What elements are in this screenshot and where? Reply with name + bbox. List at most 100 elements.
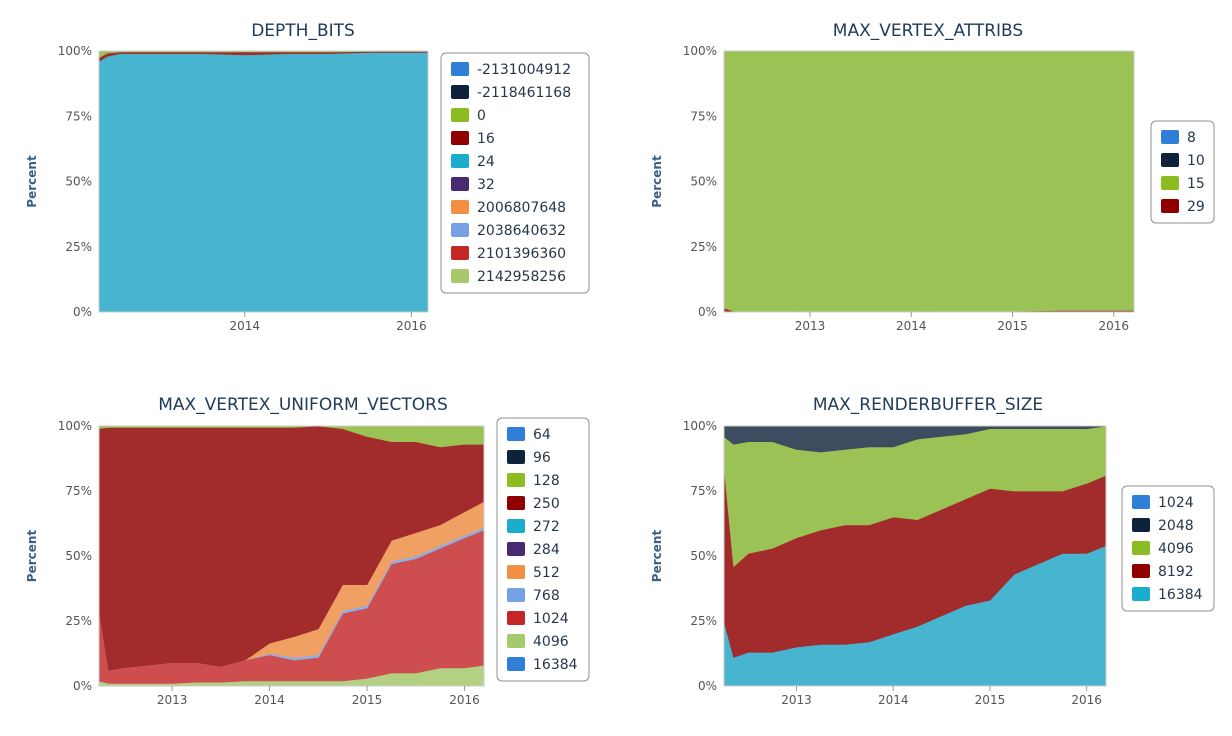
y-tick-label: 25% xyxy=(690,614,717,628)
legend-item-label[interactable]: 64 xyxy=(533,427,551,443)
legend-swatch[interactable] xyxy=(507,519,525,533)
legend-swatch[interactable] xyxy=(1132,587,1150,601)
legend-swatch[interactable] xyxy=(507,473,525,487)
legend-swatch[interactable] xyxy=(1132,564,1150,578)
legend-item-label[interactable]: 0 xyxy=(477,108,486,124)
chart-max-vertex-uniform-vectors: MAX_VERTEX_UNIFORM_VECTORS Percent 0% 25% 50… xyxy=(0,366,616,732)
legend-swatch[interactable] xyxy=(507,450,525,464)
y-tick-label: 75% xyxy=(65,484,92,498)
legend-item-label[interactable]: 2101396360 xyxy=(477,246,566,262)
legend-item-label[interactable]: 2006807648 xyxy=(477,200,566,216)
legend-item-label[interactable]: 15 xyxy=(1187,176,1205,192)
y-tick-label: 75% xyxy=(65,109,92,123)
legend-swatch[interactable] xyxy=(1161,176,1179,190)
legend-swatch[interactable] xyxy=(1132,495,1150,509)
legend-swatch[interactable] xyxy=(451,223,469,237)
legend-swatch[interactable] xyxy=(1161,153,1179,167)
legend-item-label[interactable]: 1024 xyxy=(533,611,569,627)
legend-swatch[interactable] xyxy=(451,154,469,168)
legend-item-label[interactable]: 8192 xyxy=(1158,564,1194,580)
legend-item-label[interactable]: 2038640632 xyxy=(477,223,566,239)
y-tick-label: 75% xyxy=(690,484,717,498)
chart-title: MAX_VERTEX_UNIFORM_VECTORS xyxy=(158,395,448,415)
legend-swatch[interactable] xyxy=(1132,541,1150,555)
legend-item-label[interactable]: 250 xyxy=(533,496,560,512)
plot-border xyxy=(723,50,1135,313)
chart-max-vertex-attribs: MAX_VERTEX_ATTRIBS Percent 0% 25% 50% 75% 100%… xyxy=(616,0,1232,366)
y-axis-label: Percent xyxy=(25,530,39,583)
legend-item-label[interactable]: -2131004912 xyxy=(477,62,571,78)
x-tick-label: 2013 xyxy=(157,693,188,707)
legend-item-label[interactable]: 512 xyxy=(533,565,560,581)
y-axis-label: Percent xyxy=(650,530,664,583)
legend-swatch[interactable] xyxy=(451,131,469,145)
x-tick-label: 2013 xyxy=(795,319,826,333)
legend-swatch[interactable] xyxy=(1161,199,1179,213)
legend-item-label[interactable]: 10 xyxy=(1187,153,1205,169)
y-tick-label: 50% xyxy=(65,175,92,189)
chart-max-renderbuffer-size: MAX_RENDERBUFFER_SIZE Percent 0% 25% 50% 75% 1… xyxy=(616,366,1232,732)
legend-swatch[interactable] xyxy=(507,565,525,579)
depth_bits-svg: DEPTH_BITS Percent 0% 25% 50% 75% 100% 2014 2016… xyxy=(25,21,590,333)
legend-swatch[interactable] xyxy=(451,62,469,76)
x-tick-label: 2015 xyxy=(997,319,1028,333)
legend-item-label[interactable]: 284 xyxy=(533,542,560,558)
legend-swatch[interactable] xyxy=(507,542,525,556)
y-tick-label: 50% xyxy=(65,549,92,563)
legend-item-label[interactable]: 32 xyxy=(477,177,495,193)
legend-item-label[interactable]: 96 xyxy=(533,450,551,466)
legend-swatch[interactable] xyxy=(507,657,525,671)
x-tick-label: 2015 xyxy=(352,693,383,707)
legend-swatch[interactable] xyxy=(507,588,525,602)
legend-item-label[interactable]: -2118461168 xyxy=(477,85,571,101)
legend-item-label[interactable]: 2142958256 xyxy=(477,269,566,285)
y-tick-label: 50% xyxy=(690,175,717,189)
legend-item-label[interactable]: 16384 xyxy=(533,657,578,673)
legend-item-label[interactable]: 128 xyxy=(533,473,560,489)
legend-item-label[interactable]: 4096 xyxy=(533,634,569,650)
y-tick-label: 0% xyxy=(698,305,717,319)
legend-item-label[interactable]: 272 xyxy=(533,519,560,535)
x-tick-label: 2016 xyxy=(1098,319,1129,333)
legend-item-label[interactable]: 1024 xyxy=(1158,495,1194,511)
legend-item-label[interactable]: 8 xyxy=(1187,130,1196,146)
legend-swatch[interactable] xyxy=(507,634,525,648)
legend-swatch[interactable] xyxy=(451,200,469,214)
x-tick-label: 2013 xyxy=(781,693,812,707)
legend-swatch[interactable] xyxy=(451,246,469,260)
legend-swatch[interactable] xyxy=(1132,518,1150,532)
legend-swatch[interactable] xyxy=(451,85,469,99)
legend-swatch[interactable] xyxy=(451,177,469,191)
legend-swatch[interactable] xyxy=(507,496,525,510)
legend-item-label[interactable]: 2048 xyxy=(1158,518,1194,534)
legend-item-label[interactable]: 16 xyxy=(477,131,495,147)
y-tick-label: 50% xyxy=(690,549,717,563)
max_vertex_attribs-svg: MAX_VERTEX_ATTRIBS Percent 0% 25% 50% 75% 100%… xyxy=(650,21,1215,333)
x-tick-label: 2016 xyxy=(396,319,427,333)
y-tick-label: 100% xyxy=(58,419,92,433)
chart-depth-bits: DEPTH_BITS Percent 0% 25% 50% 75% 100% 2014 2016… xyxy=(0,0,616,366)
legend-item-label[interactable]: 16384 xyxy=(1158,587,1203,603)
legend-swatch[interactable] xyxy=(507,611,525,625)
x-tick-label: 2014 xyxy=(229,319,260,333)
y-tick-label: 75% xyxy=(690,109,717,123)
legend-swatch[interactable] xyxy=(507,427,525,441)
legend-item-label[interactable]: 24 xyxy=(477,154,495,170)
y-tick-label: 25% xyxy=(690,240,717,254)
legend-item-label[interactable]: 768 xyxy=(533,588,560,604)
area-series-24[interactable] xyxy=(98,51,429,313)
max_renderbuffer_size-svg: MAX_RENDERBUFFER_SIZE Percent 0% 25% 50% 75% 1… xyxy=(650,395,1215,707)
legend-swatch[interactable] xyxy=(451,269,469,283)
legend-item-label[interactable]: 4096 xyxy=(1158,541,1194,557)
chart-title: MAX_VERTEX_ATTRIBS xyxy=(833,21,1023,41)
legend-item-label[interactable]: 29 xyxy=(1187,199,1205,215)
y-axis-label: Percent xyxy=(25,155,39,208)
y-tick-label: 25% xyxy=(65,240,92,254)
legend-box xyxy=(440,52,590,294)
plot-border xyxy=(723,425,1107,687)
legend-swatch[interactable] xyxy=(451,108,469,122)
chart-title: DEPTH_BITS xyxy=(251,21,355,41)
legend-swatch[interactable] xyxy=(1161,130,1179,144)
area-series-15[interactable] xyxy=(723,50,1135,312)
x-tick-label: 2015 xyxy=(975,693,1006,707)
